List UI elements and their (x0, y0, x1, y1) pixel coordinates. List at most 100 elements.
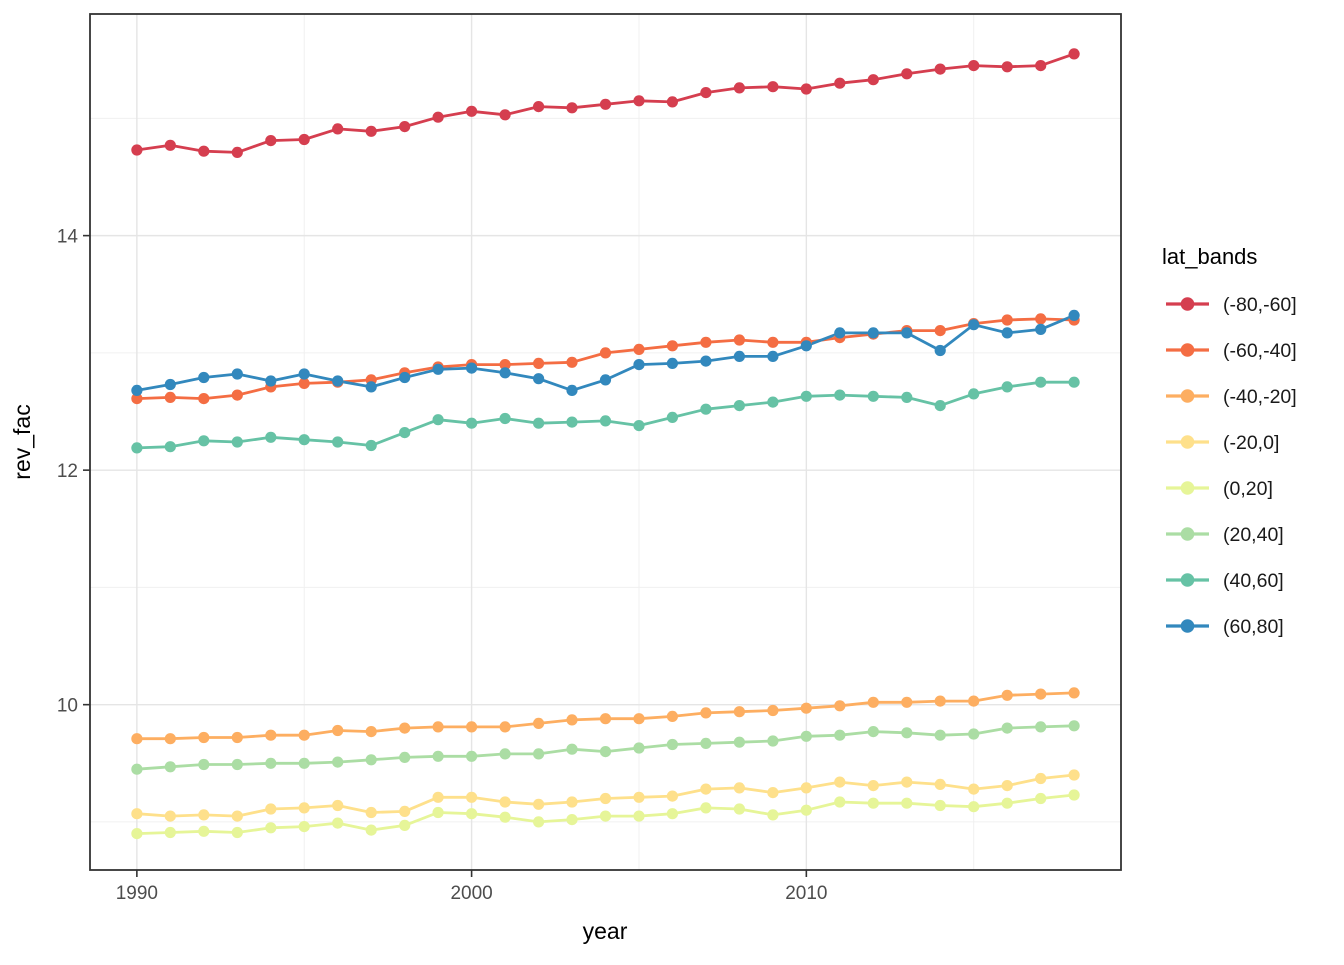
data-point (399, 371, 411, 384)
data-point (466, 808, 478, 820)
data-point (1001, 722, 1013, 734)
data-point (533, 816, 545, 828)
data-point (934, 695, 946, 707)
data-point (700, 707, 712, 719)
data-point (265, 431, 277, 443)
data-point (432, 721, 444, 733)
data-point (566, 102, 578, 114)
data-point (164, 391, 176, 403)
x-tick-label: 2010 (785, 883, 827, 904)
data-point (599, 792, 612, 805)
data-point (298, 434, 310, 446)
data-point (666, 808, 679, 820)
data-point (298, 821, 310, 833)
data-point (666, 340, 679, 352)
data-point (767, 81, 779, 93)
data-point (533, 101, 545, 113)
series-points-(60,80] (131, 309, 1080, 396)
data-point (633, 810, 645, 822)
data-point (164, 733, 176, 745)
data-point (499, 748, 511, 760)
data-point (834, 389, 846, 401)
data-point (399, 722, 411, 734)
data-point (633, 791, 645, 803)
legend-label: (40,60] (1223, 570, 1284, 592)
data-point (164, 139, 176, 151)
data-point (1068, 789, 1080, 801)
data-point (566, 384, 578, 396)
data-point (365, 806, 377, 819)
legend-title: lat_bands (1162, 244, 1257, 269)
data-point (800, 390, 812, 402)
data-point (1001, 61, 1013, 73)
data-point (399, 121, 411, 133)
data-point (1068, 769, 1080, 781)
data-point (1068, 309, 1080, 321)
data-point (666, 357, 679, 369)
series-points-(20,40] (131, 720, 1080, 775)
data-point (968, 728, 980, 740)
data-point (131, 828, 143, 840)
data-point (499, 359, 511, 371)
data-point (533, 417, 545, 429)
data-point (700, 737, 712, 750)
data-point (733, 803, 746, 815)
data-point (834, 77, 846, 89)
data-point (901, 727, 913, 739)
legend-entry-(-80,-60]: (-80,-60] (1166, 294, 1297, 316)
data-point (365, 726, 377, 738)
data-point (231, 731, 243, 744)
data-point (566, 356, 578, 368)
data-point (365, 824, 377, 836)
data-point (1068, 48, 1080, 60)
data-point (198, 145, 210, 157)
data-point (901, 696, 913, 708)
x-tick-label: 1990 (116, 883, 158, 904)
legend-key-point (1180, 481, 1195, 495)
data-point (700, 802, 712, 814)
data-point (566, 814, 578, 826)
data-point (265, 135, 277, 147)
data-point (164, 441, 176, 453)
data-point (198, 435, 210, 447)
data-point (231, 436, 243, 448)
data-point (298, 377, 310, 389)
x-tick-label: 2000 (450, 883, 492, 904)
data-point (432, 414, 444, 426)
data-point (733, 82, 746, 94)
legend-label: (-60,-40] (1223, 340, 1297, 362)
data-point (131, 393, 143, 405)
data-point (399, 427, 411, 439)
data-point (265, 822, 277, 834)
data-point (1068, 687, 1080, 699)
data-point (800, 340, 812, 352)
data-point (633, 359, 645, 371)
data-point (666, 790, 679, 802)
data-point (231, 368, 243, 380)
data-point (700, 783, 712, 795)
data-point (298, 802, 310, 814)
data-point (834, 776, 846, 788)
data-point (164, 826, 176, 839)
data-point (767, 336, 779, 348)
data-point (666, 738, 679, 751)
data-point (901, 391, 913, 403)
data-point (466, 362, 478, 374)
data-point (767, 735, 779, 747)
legend-label: (-20,0] (1223, 432, 1279, 454)
data-point (399, 805, 411, 818)
data-point (767, 704, 779, 717)
data-point (1068, 376, 1080, 388)
data-point (1001, 689, 1013, 701)
data-point (666, 710, 679, 723)
y-tick-label: 14 (57, 226, 79, 247)
data-point (968, 388, 980, 400)
data-point (867, 327, 879, 339)
data-point (265, 375, 277, 387)
data-point (533, 357, 545, 369)
data-point (934, 325, 946, 337)
data-point (466, 750, 478, 762)
data-point (700, 355, 712, 367)
data-point (198, 731, 210, 744)
data-point (867, 696, 879, 708)
